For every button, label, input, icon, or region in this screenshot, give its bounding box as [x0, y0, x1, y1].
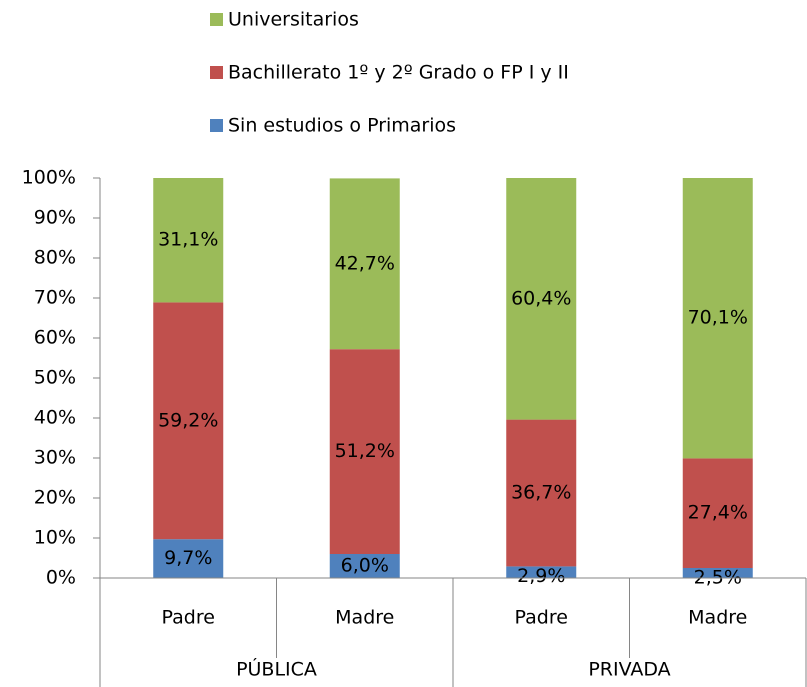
bar-segment [682, 568, 753, 578]
y-tick-label: 10% [34, 527, 76, 549]
bar-segment [682, 458, 753, 568]
legend-label: Bachillerato 1º y 2º Grado o FP I y II [228, 62, 569, 84]
y-tick-label: 40% [34, 407, 76, 429]
data-label: 36,7% [511, 482, 571, 504]
group-label: PRIVADA [588, 659, 670, 681]
data-label: 42,7% [335, 252, 395, 274]
bar-segment [153, 178, 224, 303]
y-tick-label: 60% [34, 327, 76, 349]
bar-segment [506, 566, 577, 578]
bar-segment [329, 349, 400, 554]
x-tick-label: Padre [515, 607, 568, 629]
data-label: 31,1% [158, 229, 218, 251]
data-label: 27,4% [688, 502, 748, 524]
data-label: 2,9% [517, 565, 565, 587]
bar-segment [329, 554, 400, 578]
legend-swatch [210, 13, 223, 26]
bar-segment [153, 302, 224, 540]
data-label: 59,2% [158, 409, 218, 431]
y-tick-label: 0% [46, 567, 76, 589]
x-tick-label: Padre [162, 607, 215, 629]
data-label: 60,4% [511, 287, 571, 309]
y-tick-label: 70% [34, 287, 76, 309]
bar-segment [506, 178, 577, 420]
y-tick-label: 90% [34, 207, 76, 229]
legend-label: Sin estudios o Primarios [228, 115, 456, 137]
bar-segment [329, 178, 400, 350]
data-label: 6,0% [341, 555, 389, 577]
data-label: 9,7% [164, 547, 212, 569]
x-tick-label: Madre [335, 607, 394, 629]
bar-segment [506, 419, 577, 567]
bar-segment [682, 178, 753, 459]
y-tick-label: 80% [34, 247, 76, 269]
x-tick-label: Madre [688, 607, 747, 629]
y-tick-label: 50% [34, 367, 76, 389]
y-tick-label: 100% [22, 167, 76, 189]
legend-label: Universitarios [228, 9, 359, 31]
legend-swatch [210, 119, 223, 132]
y-tick-label: 20% [34, 487, 76, 509]
group-label: PÚBLICA [236, 657, 317, 681]
y-tick-label: 30% [34, 447, 76, 469]
data-label: 70,1% [688, 307, 748, 329]
bar-segment [153, 539, 224, 578]
data-label: 51,2% [335, 440, 395, 462]
legend-swatch [210, 66, 223, 79]
